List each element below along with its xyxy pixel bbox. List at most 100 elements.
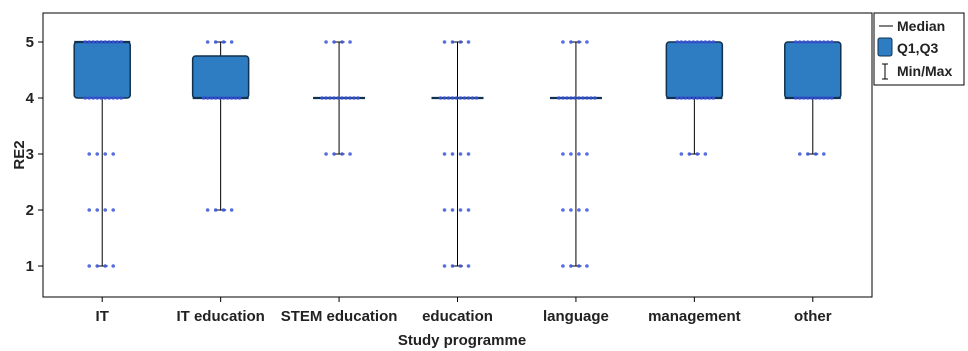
data-point (569, 208, 573, 212)
data-point (237, 96, 242, 100)
data-point (95, 264, 100, 268)
data-point (348, 96, 352, 100)
data-point (95, 208, 100, 212)
data-point (225, 96, 230, 100)
data-point (797, 40, 802, 44)
data-point (103, 152, 108, 156)
data-point (221, 208, 226, 212)
data-point (825, 40, 830, 44)
data-point (462, 96, 467, 100)
data-point (797, 152, 802, 156)
data-point (442, 208, 447, 212)
data-point (115, 40, 120, 44)
data-point (466, 264, 471, 268)
data-point (229, 40, 234, 44)
data-point (474, 96, 479, 100)
data-point (679, 96, 684, 100)
box-group (191, 40, 250, 212)
data-point (336, 96, 340, 100)
box-group (313, 40, 366, 156)
box-q1-q3 (73, 41, 131, 99)
data-point (83, 40, 88, 44)
data-point (695, 40, 700, 44)
box-group (431, 40, 484, 268)
data-point (793, 40, 798, 44)
data-point (340, 152, 344, 156)
data-point (695, 152, 700, 156)
legend: Median Q1,Q3 Min/Max (873, 12, 965, 86)
data-point (233, 96, 238, 100)
data-point (205, 40, 210, 44)
data-point (332, 152, 336, 156)
data-point (466, 96, 471, 100)
data-point (438, 96, 443, 100)
legend-median-label: Median (897, 18, 945, 34)
data-point (585, 40, 589, 44)
data-point (675, 40, 680, 44)
data-point (458, 40, 463, 44)
data-point (348, 40, 352, 44)
y-tick-label: 4 (26, 90, 35, 107)
data-point (91, 96, 96, 100)
data-point (707, 96, 712, 100)
data-point (711, 40, 716, 44)
data-point (817, 96, 822, 100)
data-point (691, 40, 696, 44)
data-point (340, 96, 344, 100)
x-tick-label: IT education (176, 308, 264, 325)
data-point (352, 96, 356, 100)
data-point (111, 264, 116, 268)
data-point (450, 40, 455, 44)
x-tick-label: other (794, 308, 832, 325)
x-tick-label: STEM education (281, 308, 398, 325)
data-point (829, 96, 834, 100)
data-point (103, 40, 108, 44)
data-point (340, 40, 344, 44)
data-point (793, 96, 798, 100)
data-point (695, 96, 700, 100)
data-point (450, 152, 455, 156)
data-point (825, 96, 830, 100)
data-point (569, 96, 573, 100)
data-point (442, 152, 447, 156)
data-point (675, 96, 680, 100)
data-point (565, 96, 569, 100)
data-point (344, 96, 348, 100)
data-point (119, 96, 124, 100)
data-point (332, 40, 336, 44)
data-point (213, 208, 218, 212)
data-point (805, 40, 810, 44)
data-point (213, 40, 218, 44)
data-point (813, 152, 818, 156)
data-point (679, 152, 684, 156)
data-point (87, 152, 92, 156)
data-point (466, 152, 471, 156)
data-point (561, 96, 565, 100)
data-point (446, 96, 451, 100)
box-q1-q3 (191, 55, 250, 99)
data-point (115, 96, 120, 100)
data-point (557, 96, 561, 100)
data-point (221, 40, 226, 44)
data-point (356, 96, 360, 100)
data-point (797, 96, 802, 100)
y-tick-label: 2 (26, 202, 34, 219)
data-point (679, 40, 684, 44)
data-point (593, 96, 597, 100)
data-point (205, 208, 210, 212)
x-axis: IT IT education STEM education education lan… (96, 297, 832, 325)
data-point (466, 40, 471, 44)
box-group (73, 40, 131, 268)
data-point (683, 96, 688, 100)
data-point (205, 96, 210, 100)
data-point (699, 40, 704, 44)
data-point (821, 96, 826, 100)
data-point (442, 40, 447, 44)
data-point (332, 96, 336, 100)
data-point (809, 96, 814, 100)
data-point (458, 96, 463, 100)
data-point (687, 40, 692, 44)
data-point (470, 96, 475, 100)
box-group (665, 40, 724, 156)
